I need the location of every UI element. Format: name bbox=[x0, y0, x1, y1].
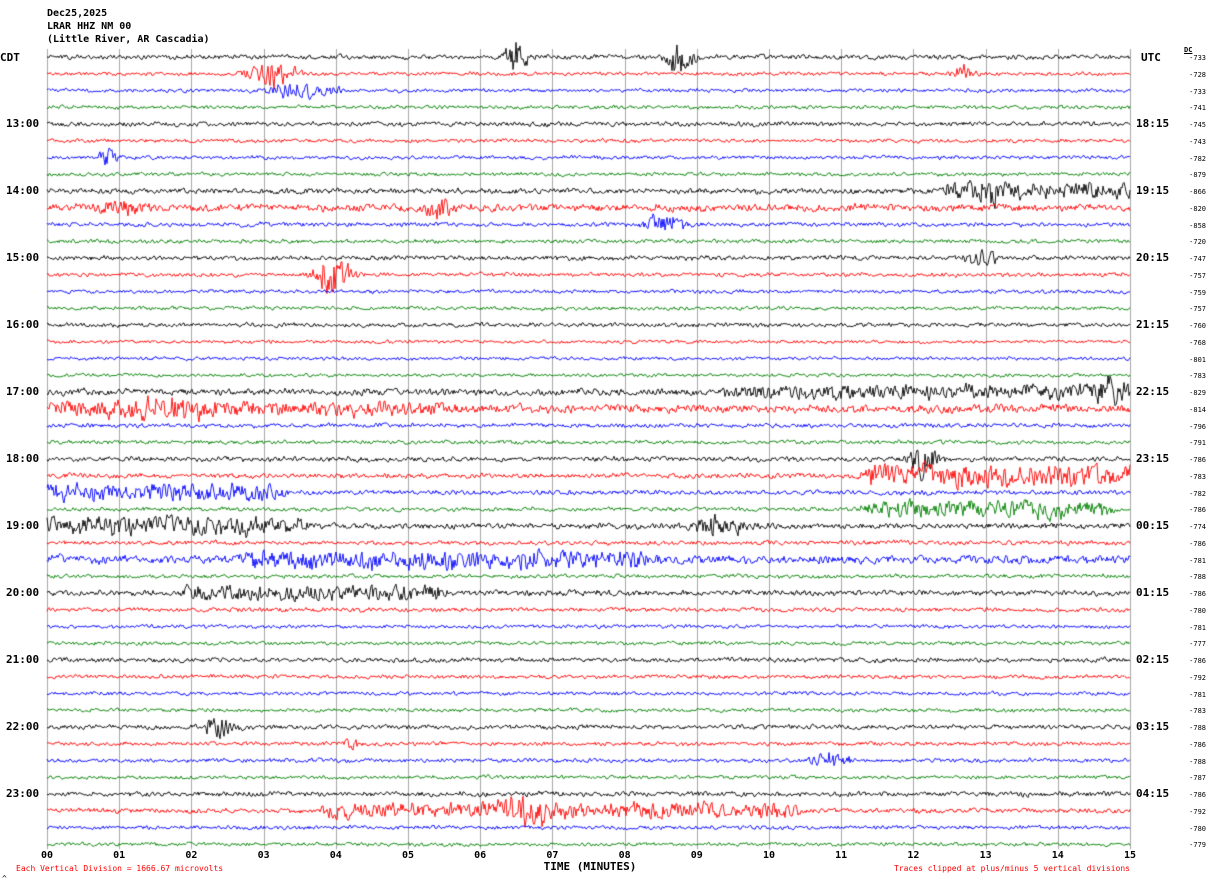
x-tick-label: 14 bbox=[1051, 850, 1064, 861]
utc-hour-label: 23:15 bbox=[1136, 452, 1170, 465]
dc-value: -733 bbox=[1189, 54, 1206, 62]
x-tick-label: 01 bbox=[113, 850, 126, 861]
x-tick-label: 09 bbox=[690, 850, 703, 861]
dc-value: -779 bbox=[1189, 841, 1206, 850]
utc-hour-label: 22:15 bbox=[1136, 385, 1170, 398]
dc-value: -781 bbox=[1189, 623, 1206, 632]
utc-hour-label: 20:15 bbox=[1136, 251, 1170, 264]
cdt-hour-label: 14:00 bbox=[6, 184, 40, 197]
dc-value: -741 bbox=[1189, 104, 1206, 113]
dc-value: -759 bbox=[1189, 288, 1206, 297]
cdt-hour-label: 19:00 bbox=[6, 519, 40, 532]
title-date: Dec25,2025 bbox=[47, 8, 108, 19]
dc-value: -829 bbox=[1189, 389, 1206, 397]
dc-value: -777 bbox=[1189, 640, 1206, 649]
dc-value: -783 bbox=[1189, 472, 1206, 481]
dc-value: -781 bbox=[1189, 556, 1206, 565]
x-tick-label: 12 bbox=[907, 850, 920, 861]
utc-hour-label: 18:15 bbox=[1136, 117, 1170, 130]
utc-hour-label: 04:15 bbox=[1136, 787, 1170, 800]
cdt-hour-label: 16:00 bbox=[6, 318, 40, 331]
dc-value: -781 bbox=[1189, 690, 1206, 699]
dc-value: -745 bbox=[1189, 121, 1206, 129]
scale-note: Each Vertical Division = 1666.67 microvo… bbox=[16, 864, 224, 873]
cdt-hour-label: 15:00 bbox=[6, 251, 40, 264]
dc-value: -747 bbox=[1189, 255, 1206, 263]
dc-value: -782 bbox=[1189, 489, 1206, 498]
dc-value: -787 bbox=[1189, 774, 1206, 783]
cdt-hour-label: 22:00 bbox=[6, 720, 40, 733]
title-station: LRAR HHZ NM 00 bbox=[47, 21, 132, 32]
x-tick-label: 11 bbox=[835, 850, 848, 861]
dc-value: -814 bbox=[1189, 405, 1206, 414]
dc-value: -783 bbox=[1189, 707, 1206, 716]
x-tick-label: 10 bbox=[762, 850, 776, 861]
dc-value: -743 bbox=[1189, 137, 1206, 146]
dc-value: -757 bbox=[1189, 305, 1206, 314]
x-tick-label: 15 bbox=[1123, 850, 1137, 861]
dc-value: -786 bbox=[1189, 791, 1206, 799]
dc-value: -782 bbox=[1189, 154, 1206, 163]
dc-value: -786 bbox=[1189, 456, 1206, 464]
x-tick-label: 00 bbox=[40, 850, 54, 861]
corner-mark: ^ bbox=[2, 874, 7, 883]
dc-value: -768 bbox=[1189, 338, 1206, 347]
x-tick-label: 02 bbox=[185, 850, 198, 861]
dc-value: -786 bbox=[1189, 740, 1206, 749]
cdt-hour-label: 17:00 bbox=[6, 385, 40, 398]
dc-value: -792 bbox=[1189, 673, 1206, 682]
dc-value: -858 bbox=[1189, 221, 1206, 230]
dc-value: -786 bbox=[1189, 506, 1206, 515]
dc-value: -733 bbox=[1189, 87, 1206, 96]
right-timezone-header: UTC bbox=[1141, 51, 1161, 64]
x-axis-title: TIME (MINUTES) bbox=[543, 860, 637, 873]
dc-value: -780 bbox=[1189, 824, 1206, 833]
cdt-hour-label: 21:00 bbox=[6, 653, 40, 666]
dc-value: -760 bbox=[1189, 322, 1206, 330]
x-tick-label: 06 bbox=[474, 850, 487, 861]
x-tick-label: 13 bbox=[979, 850, 992, 861]
dc-value: -783 bbox=[1189, 372, 1206, 381]
dc-value: -879 bbox=[1189, 171, 1206, 180]
dc-value: -820 bbox=[1189, 204, 1206, 213]
cdt-hour-label: 20:00 bbox=[6, 586, 40, 599]
cdt-hour-label: 18:00 bbox=[6, 452, 40, 465]
dc-value: -780 bbox=[1189, 606, 1206, 615]
dc-value: -792 bbox=[1189, 807, 1206, 816]
dc-value: -786 bbox=[1189, 590, 1206, 598]
utc-hour-label: 01:15 bbox=[1136, 586, 1170, 599]
utc-hour-label: 00:15 bbox=[1136, 519, 1170, 532]
x-tick-label: 07 bbox=[546, 850, 559, 861]
dc-value: -788 bbox=[1189, 757, 1206, 766]
dc-value: -786 bbox=[1189, 657, 1206, 665]
x-tick-label: 03 bbox=[257, 850, 270, 861]
dc-value: -757 bbox=[1189, 271, 1206, 280]
utc-hour-label: 19:15 bbox=[1136, 184, 1170, 197]
left-timezone-header: CDT bbox=[0, 51, 20, 64]
dc-column-header: DC bbox=[1184, 46, 1193, 54]
dc-value: -788 bbox=[1189, 573, 1206, 582]
utc-hour-label: 02:15 bbox=[1136, 653, 1170, 666]
dc-value: -774 bbox=[1189, 523, 1206, 531]
dc-value: -786 bbox=[1189, 539, 1206, 548]
dc-value: -866 bbox=[1189, 188, 1206, 196]
utc-hour-label: 03:15 bbox=[1136, 720, 1170, 733]
plot-title: Dec25,2025 LRAR HHZ NM 00 (Little River,… bbox=[47, 7, 210, 46]
dc-value: -728 bbox=[1189, 70, 1206, 79]
utc-hour-label: 21:15 bbox=[1136, 318, 1170, 331]
x-tick-label: 08 bbox=[618, 850, 631, 861]
dc-value: -788 bbox=[1189, 724, 1206, 732]
dc-value: -720 bbox=[1189, 238, 1206, 247]
x-tick-label: 05 bbox=[401, 850, 415, 861]
dc-value: -791 bbox=[1189, 439, 1206, 448]
dc-value: -796 bbox=[1189, 422, 1206, 431]
cdt-hour-label: 23:00 bbox=[6, 787, 40, 800]
title-location: (Little River, AR Cascadia) bbox=[47, 34, 210, 45]
x-tick-label: 04 bbox=[329, 850, 342, 861]
clip-note: Traces clipped at plus/minus 5 vertical … bbox=[893, 864, 1130, 873]
cdt-hour-label: 13:00 bbox=[6, 117, 40, 130]
dc-value: -801 bbox=[1189, 355, 1206, 364]
